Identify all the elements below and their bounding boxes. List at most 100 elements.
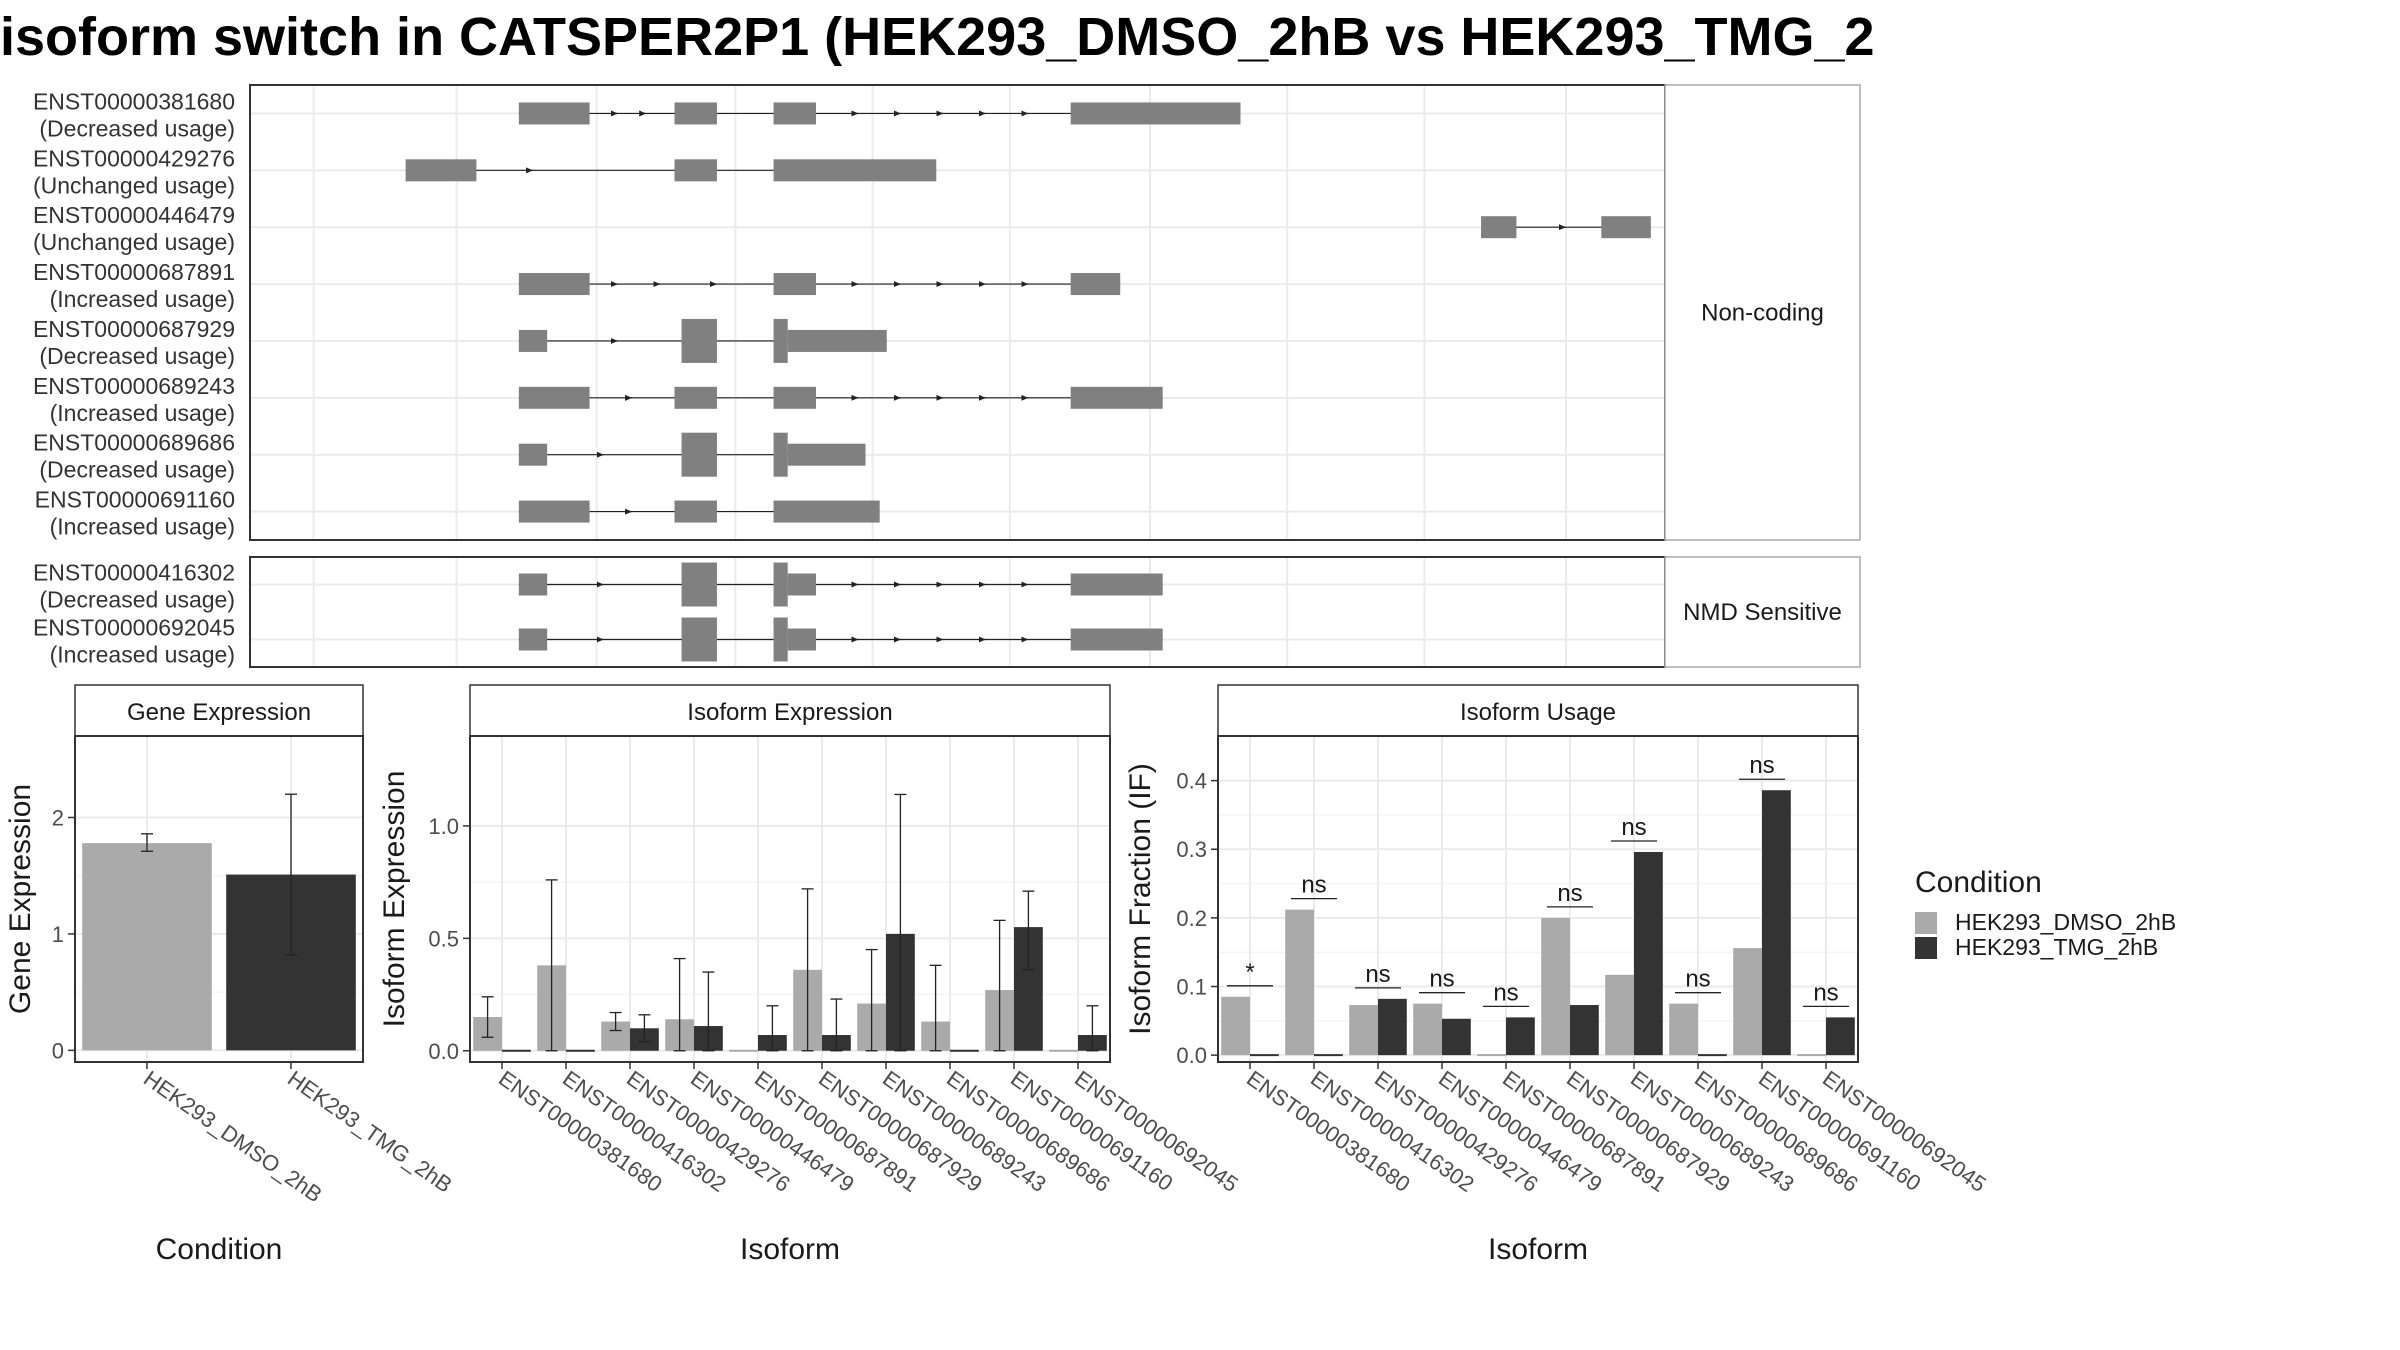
facet-strip [1664, 84, 1861, 541]
y-tick-label: 0.2 [1176, 906, 1207, 931]
exon-block [787, 628, 816, 651]
exon-block [518, 628, 548, 651]
transcript-id-label: ENST00000691160 [35, 487, 235, 513]
exon-block [773, 432, 788, 477]
significance-label: ns [1621, 814, 1646, 841]
transcript-status-label: (Increased usage) [50, 400, 235, 426]
significance-label: ns [1557, 880, 1582, 907]
y-tick-label: 0.5 [428, 926, 459, 951]
y-axis-title: Isoform Fraction (IF) [1124, 763, 1157, 1035]
y-axis-title: Gene Expression [4, 784, 37, 1014]
exon-block [787, 573, 816, 596]
exon-block [1601, 216, 1651, 239]
x-axis-title: Condition [156, 1233, 283, 1266]
bar [1669, 1003, 1698, 1056]
exon-block [773, 159, 937, 182]
significance-label: ns [1301, 872, 1326, 899]
bar [1221, 996, 1250, 1056]
exon-block [518, 102, 590, 125]
bar [1826, 1017, 1855, 1056]
significance-label: ns [1749, 752, 1774, 779]
exon-block [787, 329, 887, 352]
exon-block [518, 273, 590, 296]
bar [1349, 1005, 1378, 1056]
bar [1762, 790, 1791, 1056]
significance-label: ns [1813, 979, 1838, 1006]
legend-title: Condition [1915, 866, 2042, 899]
significance-label: ns [1685, 966, 1710, 993]
exon-block [1070, 273, 1121, 296]
transcript-id-label: ENST00000381680 [33, 88, 235, 114]
exon-block [773, 617, 788, 662]
bar [1634, 851, 1663, 1056]
transcript-status-label: (Decreased usage) [39, 587, 235, 613]
bar [1506, 1017, 1535, 1056]
exon-block [518, 443, 548, 466]
y-tick-label: 0.1 [1176, 975, 1207, 1000]
facet-strip [1664, 556, 1861, 668]
exon-block [518, 329, 548, 352]
y-tick-label: 1.0 [428, 814, 459, 839]
chart-strip-label: Isoform Usage [1460, 699, 1616, 726]
exon-block [681, 617, 717, 662]
transcript-id-label: ENST00000689686 [33, 430, 235, 456]
bar [82, 843, 212, 1051]
transcript-status-label: (Increased usage) [50, 514, 235, 540]
transcript-id-label: ENST00000687929 [33, 316, 235, 342]
exon-block [1070, 386, 1163, 409]
transcript-id-label: ENST00000416302 [33, 560, 235, 586]
exon-block [674, 500, 717, 523]
exon-block [518, 573, 548, 596]
legend-label-dmso: HEK293_DMSO_2hB [1955, 909, 2177, 935]
y-tick-label: 0.4 [1176, 769, 1207, 794]
chart-panel-isoform-usage: Isoform Usage * ns ns ns ns ns ns ns ns ns 0.0 0.1 0.… [1124, 684, 1991, 1266]
chart-strip [1217, 684, 1859, 737]
bar [1605, 974, 1634, 1056]
y-tick-label: 2 [52, 806, 64, 831]
exon-block [518, 500, 590, 523]
transcript-status-label: (Decreased usage) [39, 457, 235, 483]
legend-item-tmg: HEK293_TMG_2hB [1915, 934, 2176, 960]
transcript-status-label: (Increased usage) [50, 642, 235, 668]
chart-panel-border [1217, 735, 1859, 1063]
exon-block [681, 432, 717, 477]
exon-block [773, 318, 788, 363]
chart-strip-label: Gene Expression [127, 699, 311, 726]
bar [1413, 1003, 1442, 1056]
y-tick-label: 0 [52, 1038, 64, 1063]
structure-panel-bg [250, 557, 1665, 667]
exon-block [674, 102, 717, 125]
exon-block [1481, 216, 1517, 239]
bar [1442, 1018, 1471, 1056]
y-tick-label: 0.0 [428, 1039, 459, 1064]
exon-block [773, 500, 880, 523]
exon-block [681, 318, 717, 363]
significance-label: ns [1365, 961, 1390, 988]
structure-panel-bg [250, 85, 1665, 540]
y-tick-label: 1 [52, 922, 64, 947]
exon-block [518, 386, 590, 409]
bar [1378, 998, 1407, 1056]
x-axis-title: Isoform [740, 1233, 840, 1266]
legend-swatch-tmg [1915, 936, 1937, 959]
transcript-status-label: (Unchanged usage) [33, 229, 235, 255]
transcript-status-label: (Decreased usage) [39, 343, 235, 369]
x-axis-title: Isoform [1488, 1233, 1588, 1266]
significance-label: * [1245, 959, 1254, 986]
chart-strip [469, 684, 1111, 737]
y-tick-label: 0.0 [1176, 1043, 1207, 1068]
facet-label: NMD Sensitive [1683, 599, 1842, 626]
transcript-id-label: ENST00000692045 [33, 615, 235, 641]
exon-block [1070, 573, 1163, 596]
exon-block [773, 102, 816, 125]
exon-block [773, 386, 816, 409]
y-tick-label: 0.3 [1176, 837, 1207, 862]
exon-block [773, 562, 788, 607]
significance-label: ns [1493, 979, 1518, 1006]
legend-item-dmso: HEK293_DMSO_2hB [1915, 909, 2177, 935]
bar [1541, 917, 1570, 1056]
legend-label-tmg: HEK293_TMG_2hB [1955, 934, 2159, 960]
bar [1570, 1005, 1599, 1056]
transcript-status-label: (Decreased usage) [39, 115, 235, 141]
